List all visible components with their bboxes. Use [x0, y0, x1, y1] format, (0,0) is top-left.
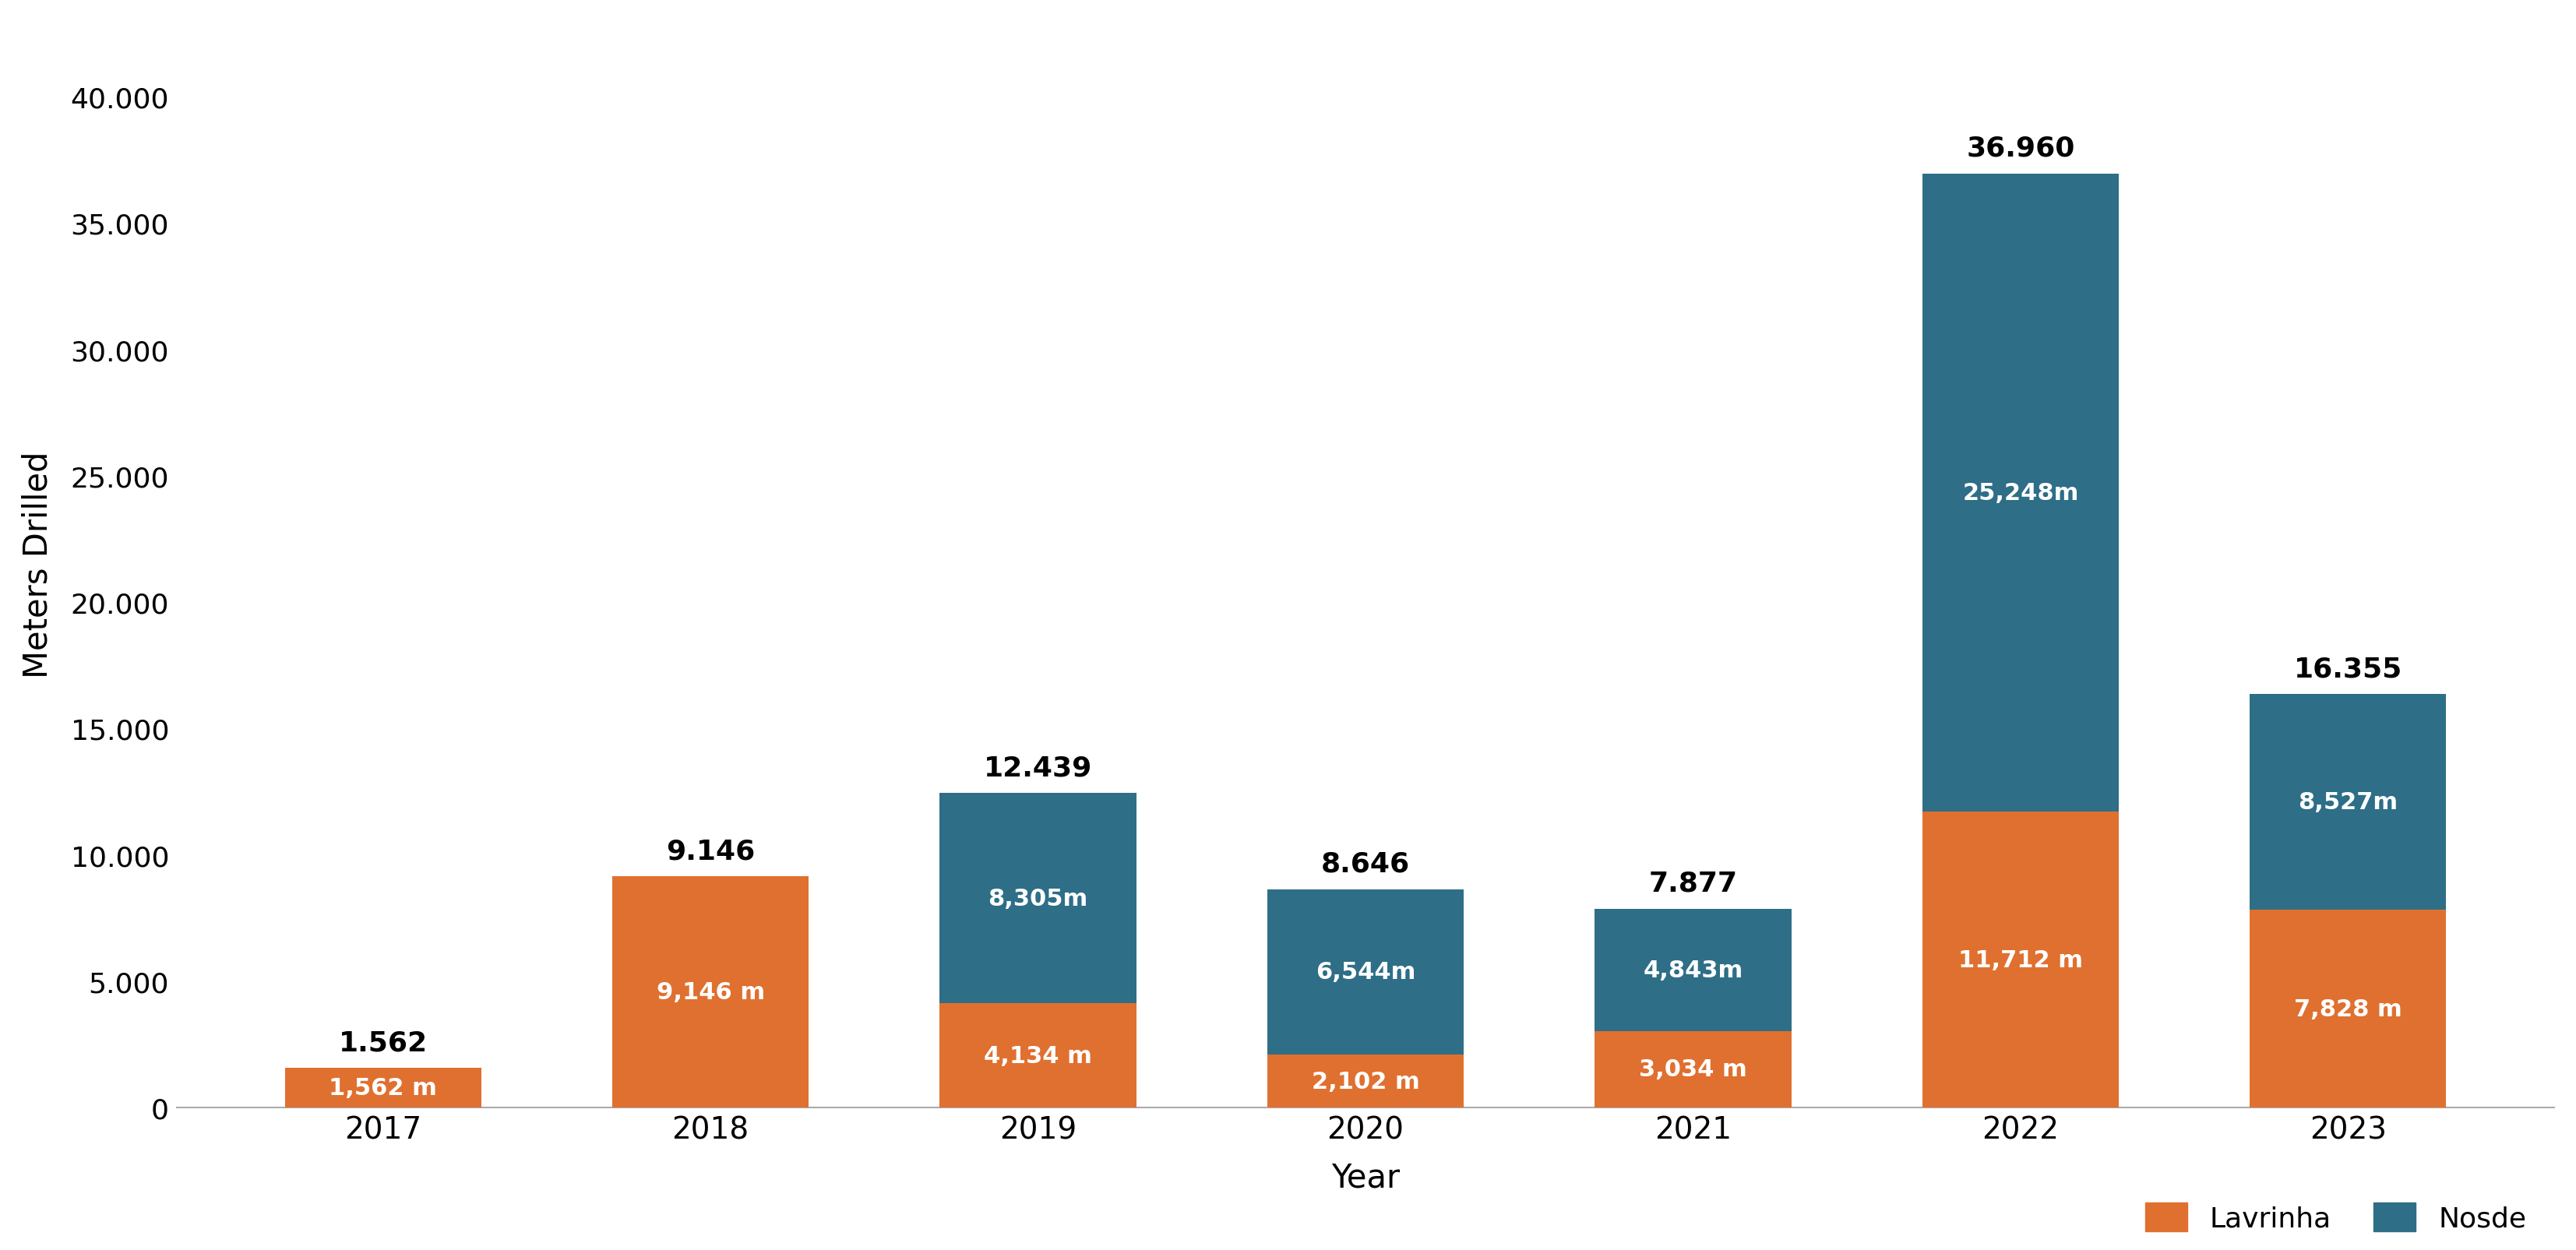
Bar — [1922, 174, 2120, 811]
Text: 9.146: 9.146 — [667, 838, 755, 864]
Bar — [940, 794, 1136, 1004]
Text: 11,712 m: 11,712 m — [1958, 949, 2084, 971]
Text: 12.439: 12.439 — [984, 755, 1092, 781]
Text: 7.877: 7.877 — [1649, 870, 1736, 896]
Bar — [1595, 1031, 1790, 1108]
Text: 1,562 m: 1,562 m — [330, 1076, 438, 1099]
Text: 25,248m: 25,248m — [1963, 481, 2079, 504]
Y-axis label: Meters Drilled: Meters Drilled — [21, 451, 54, 678]
Text: 8,305m: 8,305m — [989, 887, 1087, 910]
Text: 3,034 m: 3,034 m — [1638, 1058, 1747, 1081]
Bar — [1922, 811, 2120, 1108]
Bar — [1267, 889, 1463, 1055]
Legend: Lavrinha, Nosde: Lavrinha, Nosde — [2130, 1189, 2540, 1246]
Text: 36.960: 36.960 — [1965, 135, 2074, 161]
Bar — [2249, 910, 2447, 1108]
Text: 7,828 m: 7,828 m — [2295, 997, 2401, 1020]
Text: 1.562: 1.562 — [337, 1029, 428, 1055]
Text: 8,527m: 8,527m — [2298, 791, 2398, 814]
Text: 6,544m: 6,544m — [1316, 961, 1417, 984]
Bar — [940, 1004, 1136, 1108]
Text: 9,146 m: 9,146 m — [657, 981, 765, 1004]
Bar — [286, 1069, 482, 1108]
X-axis label: Year: Year — [1332, 1161, 1399, 1194]
Text: 4,843m: 4,843m — [1643, 959, 1744, 981]
Bar — [1595, 909, 1790, 1031]
Bar — [1267, 1055, 1463, 1108]
Bar — [2249, 695, 2447, 910]
Text: 4,134 m: 4,134 m — [984, 1044, 1092, 1066]
Text: 2,102 m: 2,102 m — [1311, 1070, 1419, 1092]
Bar — [613, 876, 809, 1108]
Text: 16.355: 16.355 — [2293, 655, 2403, 682]
Text: 8.646: 8.646 — [1321, 850, 1409, 876]
